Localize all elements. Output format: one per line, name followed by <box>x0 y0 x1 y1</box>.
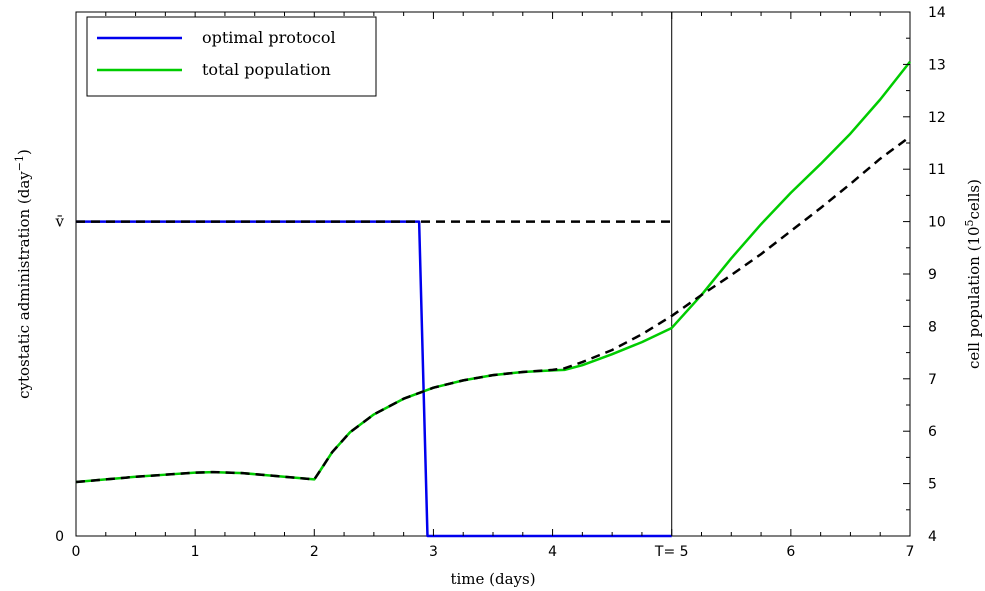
series-optimal-protocol <box>76 220 672 538</box>
y-right-tick-label: 12 <box>928 110 946 126</box>
x-axis-label: time (days) <box>450 570 535 588</box>
legend: optimal protocol total population <box>86 16 377 97</box>
y-right-tick-label: 6 <box>928 424 937 440</box>
y-axis-left-label-end: ) <box>15 149 33 155</box>
legend-label-total-population: total population <box>202 60 331 79</box>
y-right-tick-label: 13 <box>928 57 946 73</box>
y-left-tick-label: v̄ <box>55 213 65 231</box>
y-right-tick-label: 9 <box>928 267 937 283</box>
legend-label-optimal-protocol: optimal protocol <box>202 28 336 47</box>
x-tick-label: 7 <box>906 544 915 560</box>
y-right-tick-label: 5 <box>928 477 937 493</box>
y-axis-right-label-main: cell population (10 <box>965 226 983 369</box>
legend-box <box>86 16 377 97</box>
y-axis-left-label: cytostatic administration (day−1) <box>13 149 33 399</box>
y-right-tick-label: 7 <box>928 372 937 388</box>
x-tick-label: 4 <box>548 544 557 560</box>
y-right-tick-label: 4 <box>928 529 937 545</box>
y-right-tick-label: 14 <box>928 5 946 21</box>
series-total-population <box>75 61 911 484</box>
y-axis-left-label-main: cytostatic administration (day <box>15 171 33 399</box>
y-right-tick-label: 8 <box>928 319 937 335</box>
x-tick-label: 3 <box>429 544 438 560</box>
y-axis-right-label: cell population (105cells) <box>963 179 983 369</box>
y-axis-right-label-sup: 5 <box>963 219 976 226</box>
y-right-tick-label: 11 <box>928 162 946 178</box>
x-tick-label: 2 <box>310 544 319 560</box>
x-tick-label: 1 <box>191 544 200 560</box>
y-left-tick-label: 0 <box>55 529 64 545</box>
series-dashed-population <box>75 135 911 484</box>
y-right-tick-label: 10 <box>928 215 946 231</box>
x-tick-label: T= 5 <box>654 544 689 560</box>
x-tick-label: 0 <box>72 544 81 560</box>
x-tick-label: 6 <box>786 544 795 560</box>
y-axis-right-label-end: cells) <box>965 179 983 219</box>
y-axis-left-label-sup: −1 <box>13 155 26 171</box>
chart-marks <box>75 12 911 538</box>
